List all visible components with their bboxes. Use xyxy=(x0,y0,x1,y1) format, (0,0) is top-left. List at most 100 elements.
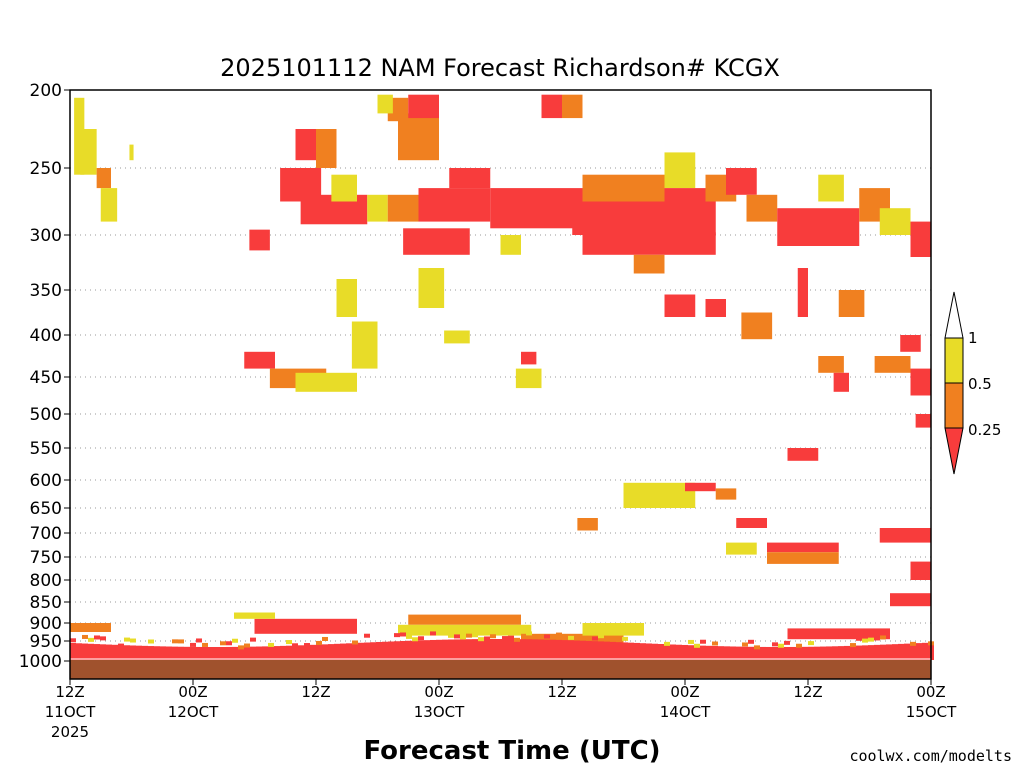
ri-band-cell xyxy=(520,639,526,660)
ri-band-cell xyxy=(112,644,118,660)
ri-band-cell xyxy=(364,633,370,638)
ri-band-cell xyxy=(280,645,286,660)
ri-band-cell xyxy=(538,639,544,660)
ri-patch xyxy=(331,174,357,202)
ri-band-cell xyxy=(904,643,910,660)
ri-patch xyxy=(767,542,839,553)
ri-band-cell xyxy=(412,640,418,660)
ri-band-cell xyxy=(232,646,238,660)
ri-band-cell xyxy=(406,634,412,639)
ri-band-cell xyxy=(508,635,514,640)
ri-patch xyxy=(572,201,665,235)
ri-band-cell xyxy=(244,646,250,660)
ri-band-cell xyxy=(658,643,664,660)
ri-band-cell xyxy=(850,643,856,648)
y-tick-label: 450 xyxy=(30,368,62,388)
y-axis: 200 250 300 350 400 450 500 550 600 650 700 750 8008… xyxy=(19,81,70,672)
ri-band-cell xyxy=(364,642,370,660)
ri-band-cell xyxy=(886,644,892,660)
ri-band-cell xyxy=(94,635,100,640)
ri-patch xyxy=(541,94,562,119)
ri-band-cell xyxy=(544,639,550,660)
ri-band-cell xyxy=(706,645,712,660)
x-tick-label-date: 14OCT xyxy=(660,703,711,721)
y-tick-label: 750 xyxy=(30,548,62,568)
x-tick-label-time: 12Z xyxy=(793,683,822,701)
ri-band-cell xyxy=(820,646,826,660)
ri-patch xyxy=(418,268,445,308)
ri-band-cell xyxy=(226,646,232,660)
ri-band-cell xyxy=(196,638,202,643)
ri-band-cell xyxy=(862,645,868,660)
ri-band-cell xyxy=(808,641,814,646)
ri-band-cell xyxy=(70,643,76,660)
ri-patch xyxy=(316,129,337,168)
colorbar-orange xyxy=(944,382,964,429)
ri-patch xyxy=(449,168,491,189)
ri-band-cell xyxy=(286,645,292,660)
ri-patch xyxy=(715,488,737,500)
ri-band-cell xyxy=(700,645,706,660)
ri-band-cell xyxy=(232,638,238,643)
ri-band-cell xyxy=(250,646,256,660)
x-tick-label-time: 00Z xyxy=(424,683,453,701)
ri-band-cell xyxy=(82,643,88,660)
ri-band-cell xyxy=(742,642,748,647)
ri-band-cell xyxy=(250,637,256,642)
ri-patch xyxy=(797,268,808,317)
ri-band-cell xyxy=(910,643,916,660)
ri-band-cell xyxy=(370,642,376,660)
ri-band-cell xyxy=(568,635,574,640)
ri-band-cell xyxy=(574,640,580,660)
ri-patch xyxy=(500,235,521,255)
ri-patch xyxy=(244,351,275,369)
ri-band-cell xyxy=(124,645,130,660)
ri-patch xyxy=(70,623,111,632)
ri-band-cell xyxy=(328,644,334,660)
ri-band-cell xyxy=(352,640,358,645)
ri-band-cell xyxy=(418,640,424,660)
ri-band-cell xyxy=(826,646,832,660)
ri-band-cell xyxy=(502,639,508,660)
ri-patch xyxy=(746,194,778,222)
ri-patch xyxy=(777,208,860,246)
ri-band-cell xyxy=(238,645,244,650)
ri-band-cell xyxy=(124,637,130,642)
ri-band-cell xyxy=(400,632,406,637)
ri-band-cell xyxy=(640,643,646,660)
ri-band-cell xyxy=(742,646,748,660)
ri-band-cell xyxy=(148,639,154,644)
ri-patch xyxy=(910,221,931,257)
ri-band-cell xyxy=(682,644,688,660)
ri-band-cell xyxy=(628,642,634,660)
ri-band-cell xyxy=(874,644,880,660)
ri-band-cell xyxy=(748,646,754,660)
y-tick-label: 600 xyxy=(30,471,62,491)
ri-band-cell xyxy=(778,643,784,648)
ri-band-cell xyxy=(664,641,670,646)
ri-band-cell xyxy=(298,645,304,660)
ri-band-cell xyxy=(466,633,472,638)
ri-patch xyxy=(879,528,931,543)
ri-patch xyxy=(367,194,388,222)
ri-band-cell xyxy=(184,646,190,660)
ri-patch xyxy=(582,174,665,202)
ri-band-cell xyxy=(202,646,208,660)
ri-patch xyxy=(726,542,757,555)
ri-band-cell xyxy=(136,645,142,660)
plot-frame xyxy=(69,89,932,680)
ri-band-cell xyxy=(568,640,574,660)
ri-band-cell xyxy=(172,639,178,644)
ri-band-cell xyxy=(118,643,124,648)
ri-band-cell xyxy=(430,639,436,660)
ri-band-cell xyxy=(418,636,424,641)
ri-band-cell xyxy=(340,643,346,660)
ri-band-cell xyxy=(316,640,322,645)
ri-band-cell xyxy=(442,639,448,660)
ri-patch xyxy=(295,129,316,161)
ri-patch xyxy=(767,552,839,564)
ri-band-cell xyxy=(916,643,922,660)
ri-band-cell xyxy=(400,640,406,660)
ri-band-cell xyxy=(694,643,700,648)
ri-band-cell xyxy=(508,639,514,660)
